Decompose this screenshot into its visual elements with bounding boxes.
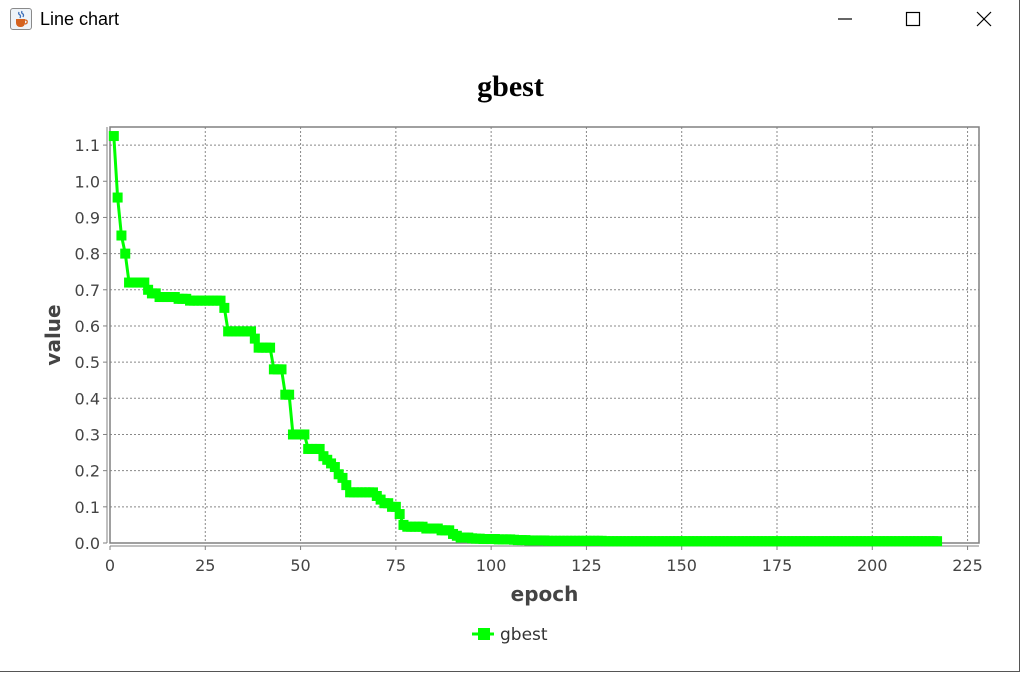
data-point: [112, 192, 123, 203]
data-point: [265, 342, 276, 353]
data-point: [215, 295, 226, 306]
data-point: [284, 389, 295, 400]
x-tick-label: 100: [476, 556, 507, 575]
title-bar[interactable]: Line chart: [0, 0, 1019, 38]
data-point: [390, 501, 401, 512]
data-point: [276, 364, 287, 375]
x-tick-label: 150: [666, 556, 697, 575]
data-point: [314, 443, 325, 454]
minimize-icon: [838, 18, 852, 20]
x-tick-label: 50: [290, 556, 310, 575]
data-point: [299, 429, 310, 440]
x-tick-label: 75: [386, 556, 406, 575]
x-tick-label: 175: [762, 556, 793, 575]
y-tick-label: 0.1: [75, 498, 100, 517]
y-tick-label: 1.1: [75, 136, 100, 155]
legend-swatch-marker: [478, 628, 490, 640]
y-tick-label: 0.8: [75, 245, 100, 264]
java-cup-icon[interactable]: [10, 8, 32, 30]
data-point: [116, 230, 127, 241]
data-point: [108, 131, 119, 142]
y-tick-label: 0.2: [75, 462, 100, 481]
data-point: [329, 462, 340, 473]
data-point: [219, 302, 230, 313]
y-tick-label: 0.0: [75, 534, 100, 553]
x-tick-label: 225: [952, 556, 983, 575]
close-button[interactable]: [949, 0, 1019, 38]
y-tick-label: 0.4: [75, 389, 100, 408]
data-point: [932, 536, 943, 547]
legend-label: gbest: [500, 625, 548, 645]
data-point: [246, 326, 257, 337]
window-title: Line chart: [40, 9, 120, 29]
maximize-icon: [905, 11, 921, 27]
y-tick-label: 1.0: [75, 172, 100, 191]
data-point: [139, 277, 150, 288]
close-icon: [976, 11, 992, 27]
y-tick-label: 0.3: [75, 425, 100, 444]
x-tick-label: 25: [195, 556, 215, 575]
data-point: [120, 248, 131, 259]
data-point: [249, 333, 260, 344]
y-tick-label: 0.9: [75, 208, 100, 227]
x-tick-label: 125: [571, 556, 602, 575]
y-tick-label: 0.6: [75, 317, 100, 336]
y-tick-label: 0.7: [75, 281, 100, 300]
x-axis-label: epoch: [511, 582, 579, 606]
data-point: [341, 480, 352, 491]
data-point: [394, 509, 405, 520]
x-tick-label: 200: [857, 556, 888, 575]
chart-title: gbest: [477, 70, 544, 103]
y-tick-label: 0.5: [75, 353, 100, 372]
data-point: [337, 472, 348, 483]
y-axis-label: value: [41, 304, 65, 365]
x-tick-label: 0: [105, 556, 115, 575]
maximize-button[interactable]: [878, 0, 948, 38]
minimize-button[interactable]: [810, 0, 880, 38]
